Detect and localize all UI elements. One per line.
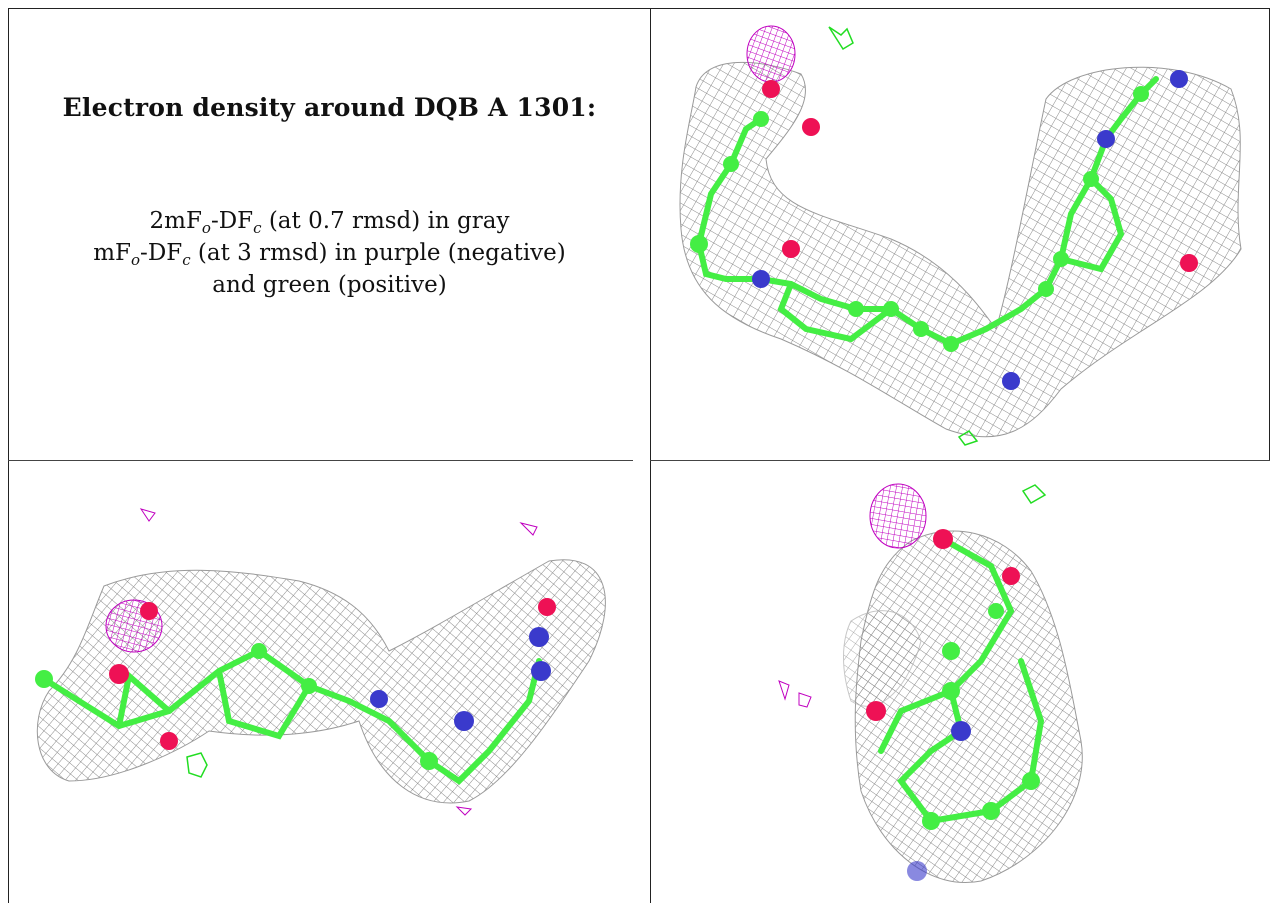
mesh-negative-blob [778,680,790,701]
mesh-negative-blob [798,692,812,708]
density-view-2 [9,461,650,903]
mesh-positive-blob [186,752,208,778]
ligand-atoms [690,70,1198,390]
left-border [8,8,9,903]
mesh-negative-blob [139,508,156,522]
right-border [1269,8,1270,461]
mesh-2fofc [36,559,606,804]
legend-line-2fofc: 2mFo-DFc (at 0.7 rmsd) in gray [149,208,510,237]
legend-line-fofc: mFo-DFc (at 3 rmsd) in purple (negative) [93,240,566,269]
top-border [8,8,1270,9]
mesh-negative-blob [869,483,927,549]
mesh-2fofc [854,530,1083,883]
ligand-atoms [866,529,1040,881]
mesh-positive-blob [1021,484,1047,504]
ligand-bonds [41,647,542,785]
density-view-3-image [778,483,1083,883]
figure-frame: Electron density around DQB A 1301: 2mFo… [8,8,1270,903]
row-divider [8,460,633,461]
mesh-negative-blob [746,25,796,83]
density-view-2-image [35,508,606,816]
ligand-atoms [35,598,556,770]
mesh-negative-blob [455,806,473,816]
center-divider [650,8,651,903]
legend-line-colors: and green (positive) [212,272,447,298]
legend-title: Electron density around DQB A 1301: [62,93,597,122]
mesh-positive-blob [828,26,854,51]
legend-description: 2mFo-DFc (at 0.7 rmsd) in gray mFo-DFc (… [9,205,650,301]
density-view-1 [651,9,1269,460]
row-divider-right [650,460,1270,461]
mesh-2fofc [843,610,922,707]
mesh-positive-blob [957,430,979,446]
density-view-3 [651,461,1269,903]
mesh-negative-blob [519,522,538,536]
legend-cell: Electron density around DQB A 1301: 2mFo… [9,9,650,460]
density-view-1-image [679,25,1242,446]
